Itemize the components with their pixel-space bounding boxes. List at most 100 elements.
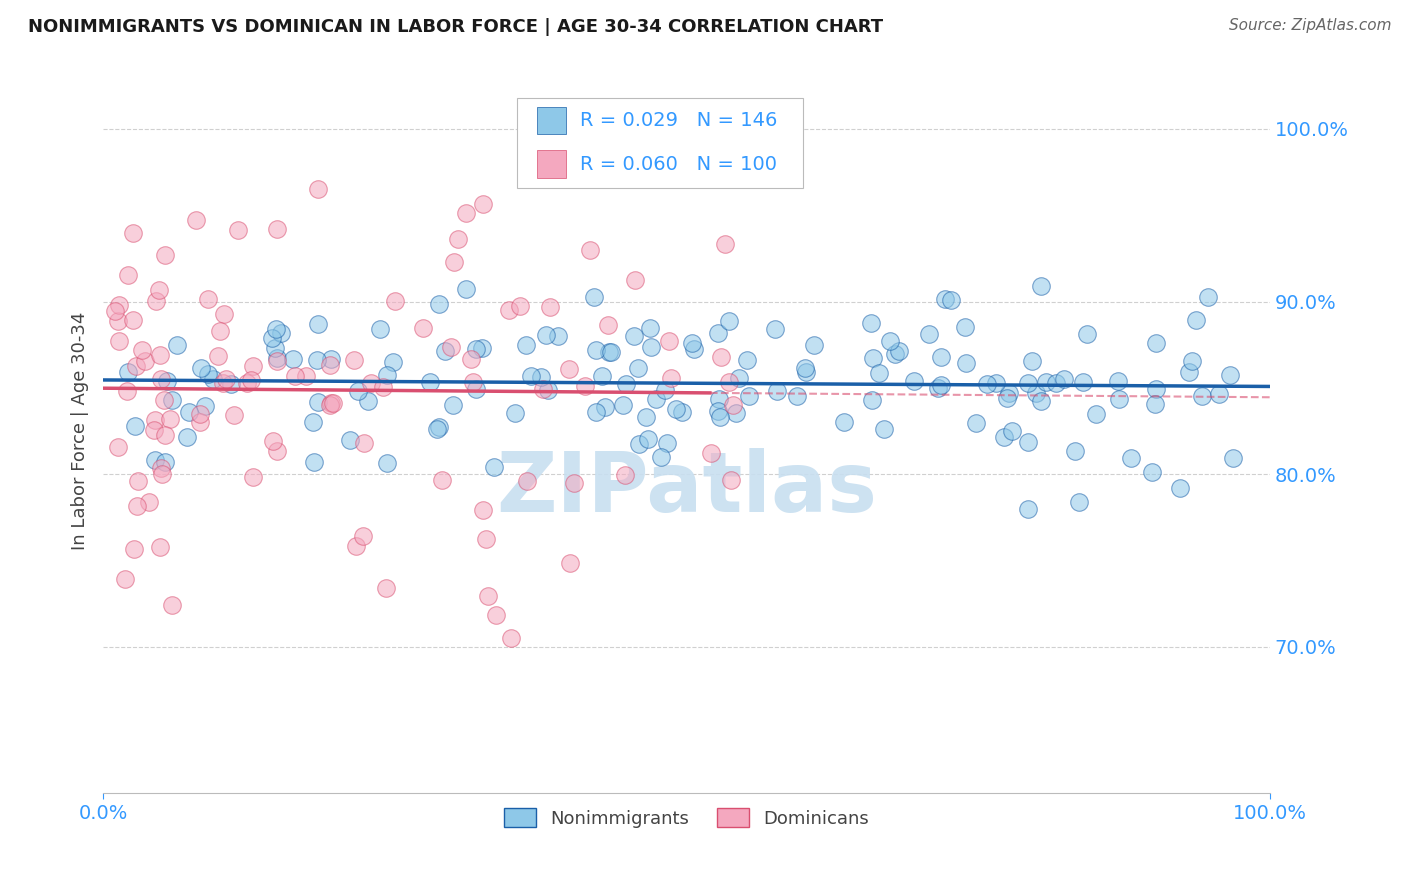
Point bbox=[443, 255, 465, 269]
Point bbox=[143, 412, 166, 426]
Point bbox=[1067, 495, 1090, 509]
Point bbox=[307, 317, 329, 331]
Point bbox=[640, 320, 662, 334]
Point bbox=[190, 407, 212, 421]
Point bbox=[868, 366, 890, 380]
Point bbox=[434, 344, 457, 359]
Point bbox=[214, 307, 236, 321]
Point bbox=[614, 377, 637, 392]
Point bbox=[1222, 451, 1244, 466]
Point bbox=[993, 430, 1015, 444]
Point bbox=[591, 369, 613, 384]
Point bbox=[1108, 392, 1130, 406]
Point bbox=[859, 316, 882, 330]
Point bbox=[1178, 365, 1201, 379]
Point bbox=[721, 398, 744, 412]
Point bbox=[934, 292, 956, 306]
Point bbox=[976, 377, 998, 392]
Point bbox=[557, 362, 579, 376]
Point bbox=[114, 573, 136, 587]
Point bbox=[127, 474, 149, 488]
Point bbox=[426, 422, 449, 436]
Point bbox=[145, 294, 167, 309]
Point bbox=[294, 368, 316, 383]
Point bbox=[501, 631, 523, 645]
Point bbox=[464, 382, 486, 396]
Point bbox=[284, 368, 307, 383]
Point bbox=[138, 495, 160, 509]
Point bbox=[149, 348, 172, 362]
Point bbox=[143, 423, 166, 437]
Point bbox=[529, 370, 551, 384]
Legend: Nonimmigrants, Dominicans: Nonimmigrants, Dominicans bbox=[496, 801, 876, 835]
Point bbox=[707, 392, 730, 407]
Point bbox=[484, 607, 506, 622]
Point bbox=[1025, 385, 1047, 400]
Point bbox=[728, 371, 751, 385]
Point bbox=[104, 303, 127, 318]
Point bbox=[125, 359, 148, 373]
Point bbox=[228, 223, 250, 237]
Point bbox=[627, 360, 650, 375]
Point bbox=[381, 355, 404, 369]
Point bbox=[803, 337, 825, 351]
Point bbox=[627, 437, 650, 451]
Point bbox=[471, 341, 494, 355]
Point bbox=[794, 365, 817, 379]
Point bbox=[531, 382, 554, 396]
Point bbox=[671, 405, 693, 419]
Point bbox=[637, 432, 659, 446]
Point bbox=[307, 182, 329, 196]
Point bbox=[682, 342, 704, 356]
Point bbox=[150, 467, 173, 482]
Point bbox=[659, 371, 682, 385]
Point bbox=[585, 405, 607, 419]
Point bbox=[190, 360, 212, 375]
Point bbox=[179, 405, 201, 419]
Point bbox=[117, 365, 139, 379]
Point bbox=[681, 335, 703, 350]
Point bbox=[562, 476, 585, 491]
Point bbox=[162, 392, 184, 407]
Point bbox=[709, 409, 731, 424]
Point bbox=[585, 343, 607, 357]
Point bbox=[1021, 354, 1043, 368]
Point bbox=[1191, 389, 1213, 403]
Text: R = 0.060   N = 100: R = 0.060 N = 100 bbox=[581, 154, 778, 174]
Point bbox=[159, 412, 181, 426]
Point bbox=[343, 353, 366, 368]
Point bbox=[1017, 501, 1039, 516]
Point bbox=[108, 334, 131, 348]
Point bbox=[131, 343, 153, 358]
Point bbox=[319, 396, 342, 410]
Point bbox=[509, 300, 531, 314]
Point bbox=[153, 455, 176, 469]
Point bbox=[266, 322, 288, 336]
Bar bbox=[537, 107, 567, 135]
Point bbox=[197, 368, 219, 382]
Point bbox=[447, 232, 470, 246]
Point bbox=[766, 384, 789, 398]
Point bbox=[623, 329, 645, 343]
Point bbox=[219, 376, 242, 391]
Point bbox=[211, 376, 233, 390]
Point bbox=[560, 556, 582, 570]
Point bbox=[794, 361, 817, 376]
Point bbox=[207, 350, 229, 364]
Point bbox=[1029, 393, 1052, 408]
Point bbox=[160, 598, 183, 612]
Point bbox=[658, 334, 681, 348]
Point bbox=[472, 503, 495, 517]
Point bbox=[307, 395, 329, 409]
Point bbox=[477, 589, 499, 603]
Point bbox=[302, 455, 325, 469]
Point bbox=[1107, 374, 1129, 388]
Point bbox=[124, 418, 146, 433]
Point bbox=[737, 389, 759, 403]
Point bbox=[461, 376, 484, 390]
Point bbox=[374, 582, 396, 596]
Point bbox=[240, 373, 263, 387]
Point bbox=[302, 415, 325, 429]
Point bbox=[640, 340, 662, 354]
Point bbox=[150, 461, 173, 475]
